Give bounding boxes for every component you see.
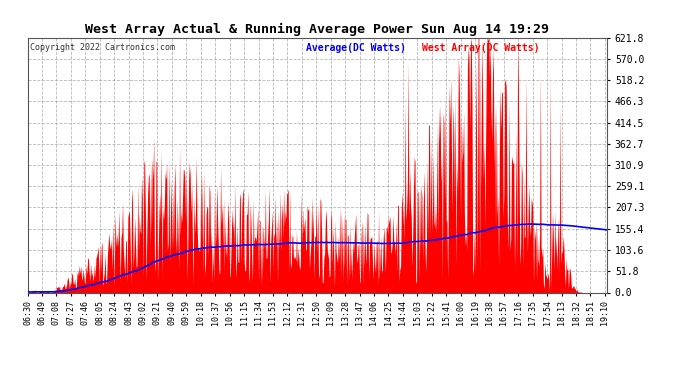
Text: Average(DC Watts): Average(DC Watts) bbox=[306, 43, 406, 52]
Text: West Array(DC Watts): West Array(DC Watts) bbox=[422, 43, 539, 52]
Text: Copyright 2022 Cartronics.com: Copyright 2022 Cartronics.com bbox=[30, 43, 175, 52]
Title: West Array Actual & Running Average Power Sun Aug 14 19:29: West Array Actual & Running Average Powe… bbox=[86, 23, 549, 36]
